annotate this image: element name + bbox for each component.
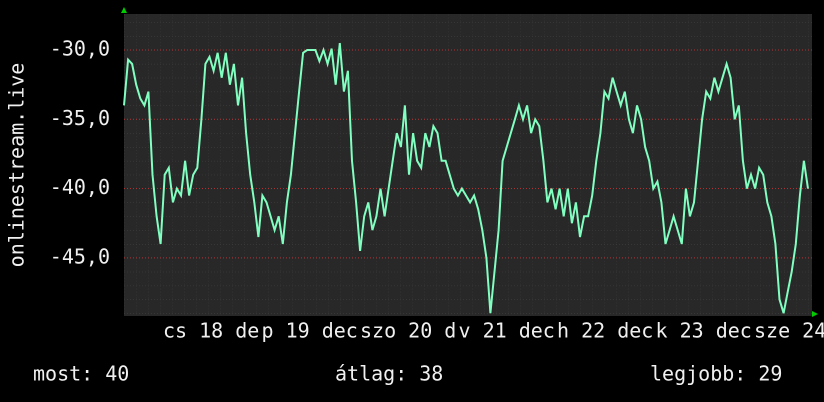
footer-label: átlag:	[335, 362, 407, 386]
y-tick-label: -45,0	[50, 244, 110, 268]
footer-value: 38	[419, 362, 443, 386]
x-label-bg	[555, 320, 656, 344]
footer-label: most:	[33, 362, 93, 386]
y-tick-label: -40,0	[50, 175, 110, 199]
x-label-bg	[456, 320, 557, 344]
data-line	[123, 43, 809, 314]
x-tick-label: k 23 dec	[656, 319, 752, 343]
x-tick-label: sze 24	[754, 319, 824, 343]
axis-arrow	[812, 311, 818, 317]
footer-label: legjobb:	[650, 362, 746, 386]
y-axis-label: onlinestream.live	[5, 63, 29, 268]
x-tick-label: cs 18 dec	[163, 319, 271, 343]
x-tick-label: v 21 dec	[459, 319, 555, 343]
x-tick-label: h 22 dec	[557, 319, 653, 343]
axis-arrow	[121, 7, 127, 13]
x-label-bg	[653, 320, 754, 344]
x-label-bg	[259, 320, 360, 344]
x-label-bg	[161, 320, 274, 344]
footer-value: 29	[758, 362, 782, 386]
footer-value: 40	[105, 362, 129, 386]
x-tick-label: p 19 dec	[262, 319, 358, 343]
x-label-bg	[752, 320, 824, 344]
y-tick-label: -35,0	[50, 106, 110, 130]
y-tick-label: -30,0	[50, 37, 110, 61]
